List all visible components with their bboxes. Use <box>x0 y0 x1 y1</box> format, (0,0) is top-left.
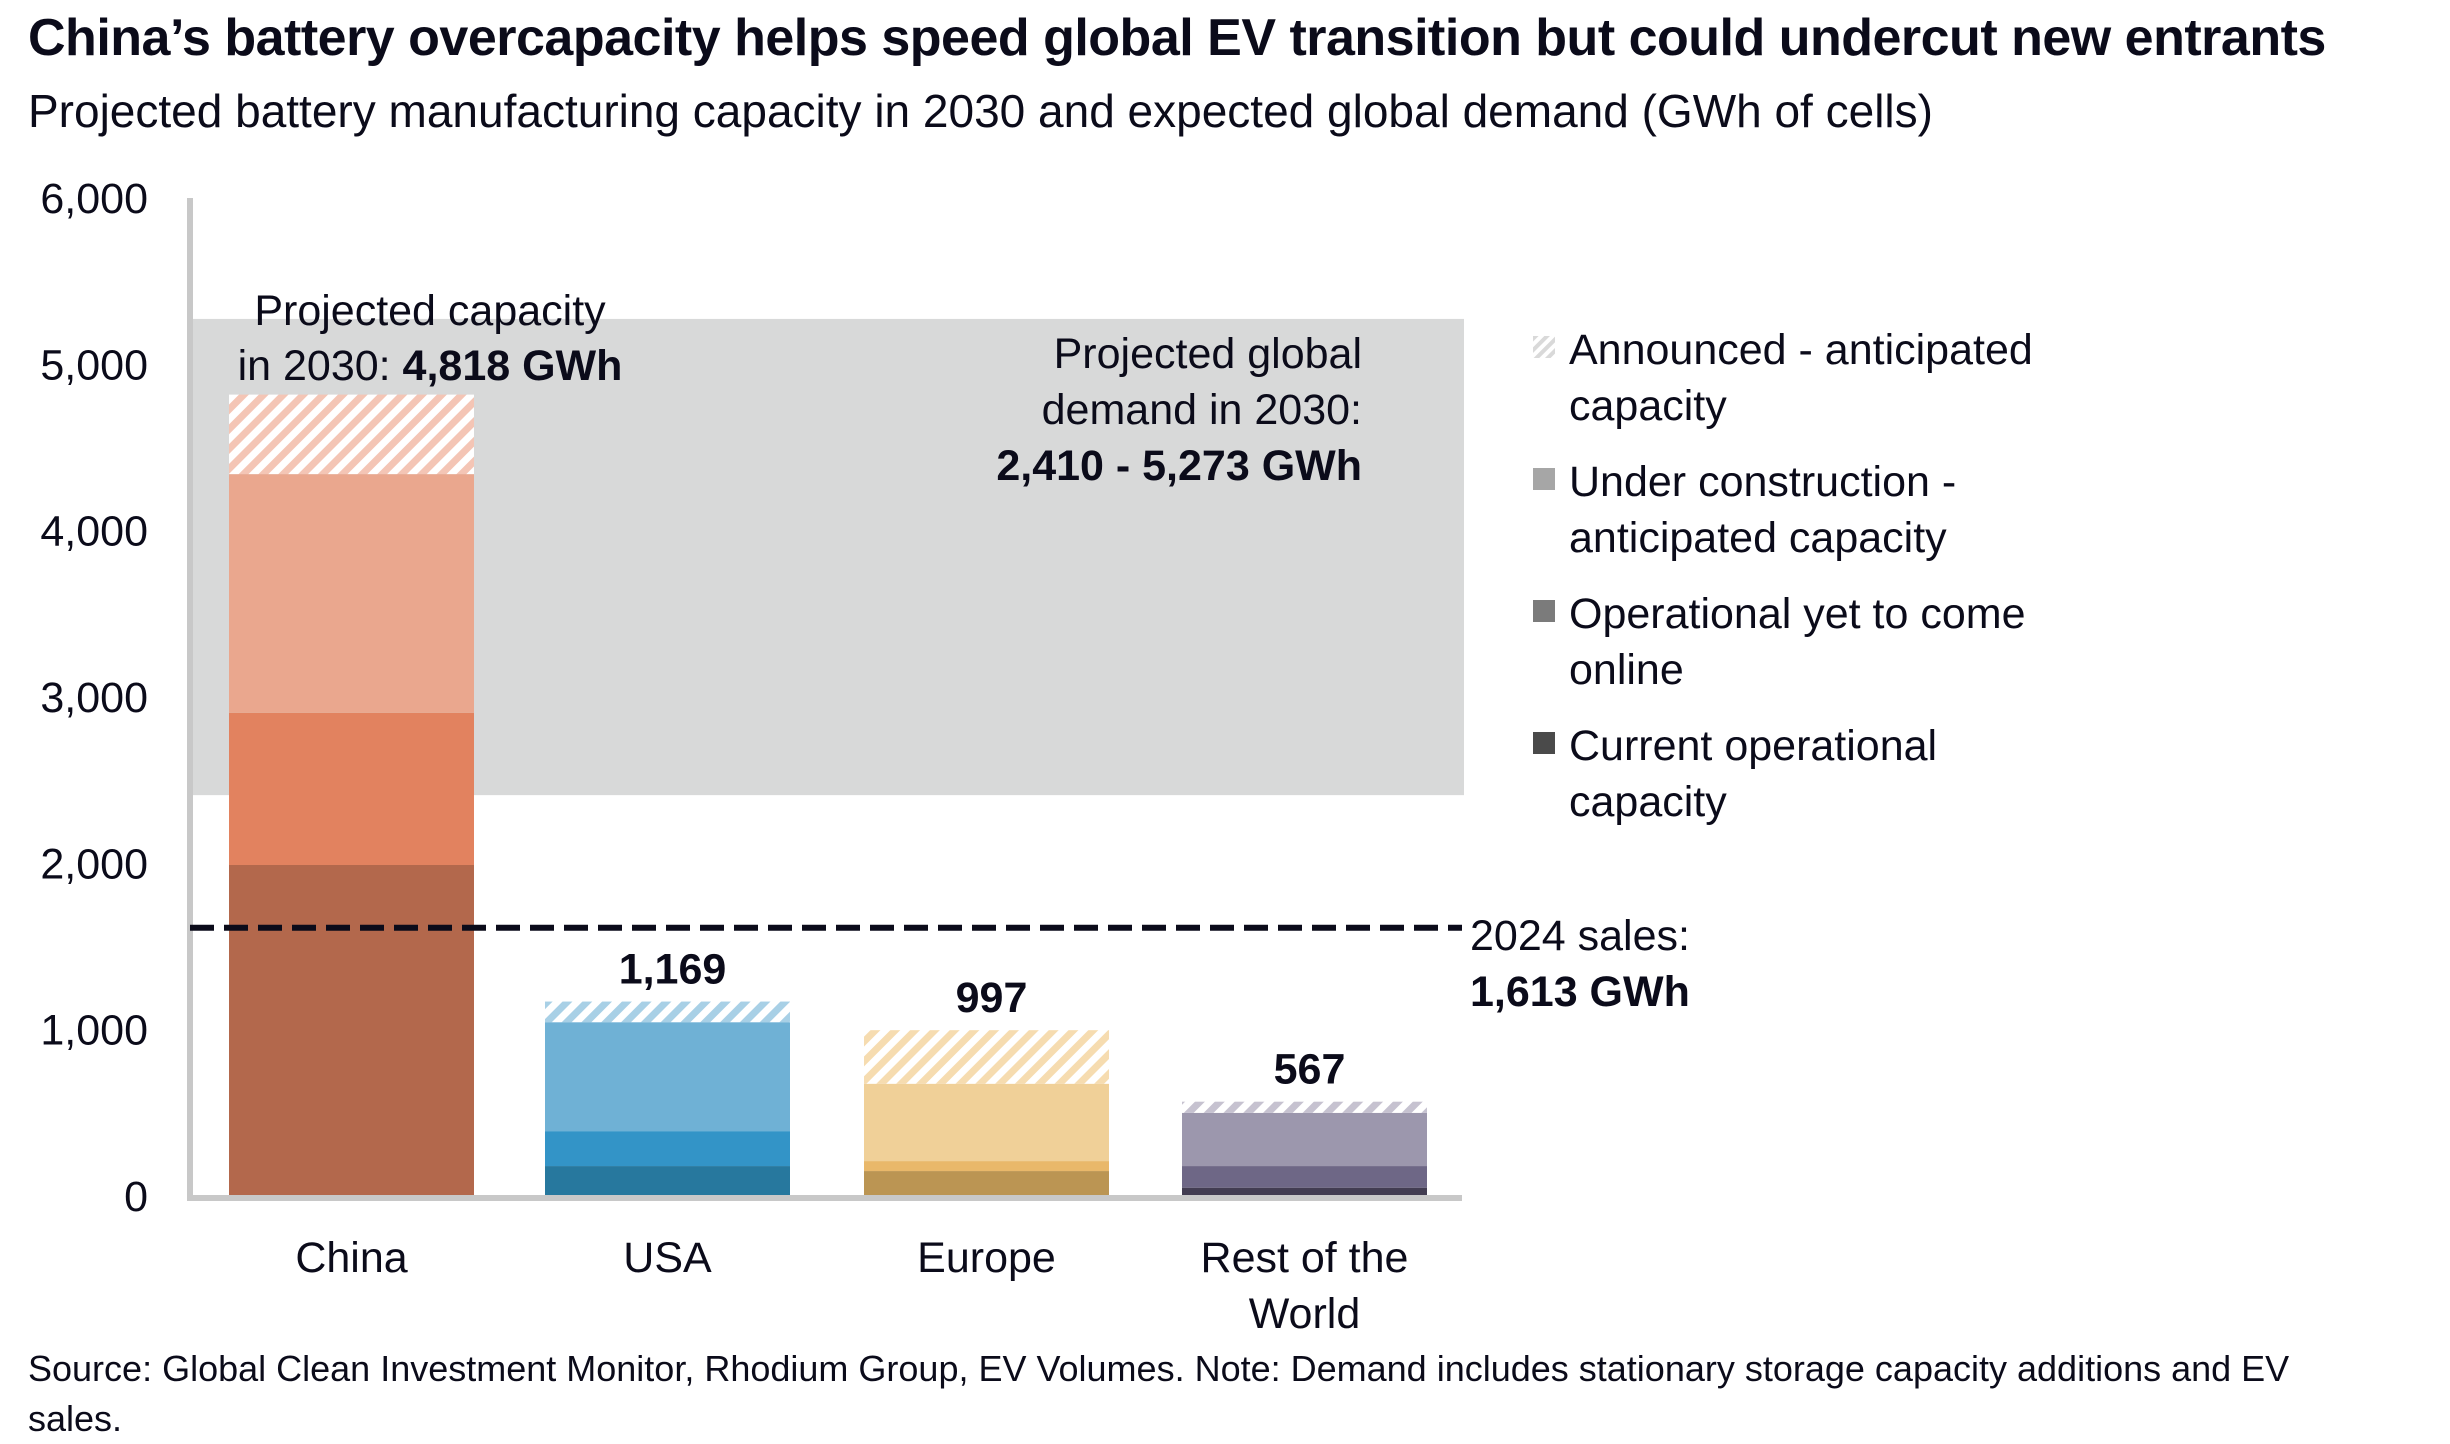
legend-label: Announced - anticipated capacity <box>1569 326 2033 430</box>
x-tick-label: China <box>295 1234 407 1282</box>
chart-title: China’s battery overcapacity helps speed… <box>28 9 2326 67</box>
bar-segment-current-operational <box>1182 1187 1427 1196</box>
square-swatch-icon <box>1533 600 1555 622</box>
x-tick-label: USA <box>623 1234 712 1282</box>
y-tick-label: 1,000 <box>40 1007 148 1055</box>
legend-item-yet-online: Operational yet to come online <box>1533 586 2093 698</box>
bar-segment-yet-to-come-online <box>864 1161 1109 1172</box>
square-swatch-icon <box>1533 468 1555 490</box>
legend-label: Under construction - anticipated capacit… <box>1569 458 1957 562</box>
hatched-swatch-icon <box>1533 336 1555 358</box>
china-capacity-annotation: in 2030: 4,818 GWh <box>238 342 623 390</box>
bar-total-label: 1,169 <box>619 946 727 994</box>
chart-subtitle: Projected battery manufacturing capacity… <box>28 85 1933 137</box>
y-tick-label: 6,000 <box>40 175 148 223</box>
sales-annotation: 2024 sales: <box>1470 912 1690 960</box>
demand-annotation: demand in 2030: <box>1042 386 1362 434</box>
legend: Announced - anticipated capacity Under c… <box>1533 322 2093 850</box>
bar-total-label: 567 <box>1274 1046 1346 1094</box>
demand-annotation: 2,410 - 5,273 GWh <box>996 442 1362 490</box>
sales-annotation: 1,613 GWh <box>1470 968 1690 1016</box>
bar-segment-announced <box>229 394 474 475</box>
y-tick-label: 0 <box>124 1173 148 1221</box>
legend-item-under-construction: Under construction - anticipated capacit… <box>1533 454 2093 566</box>
bar-segment-under-construction <box>864 1083 1109 1162</box>
bar-segment-current-operational <box>229 864 474 1196</box>
source-note: Source: Global Clean Investment Monitor,… <box>28 1348 2290 1439</box>
y-tick-label: 5,000 <box>40 341 148 389</box>
y-tick-label: 2,000 <box>40 840 148 888</box>
bar-segment-announced <box>545 1001 790 1023</box>
bar-segment-current-operational <box>864 1171 1109 1196</box>
legend-label: Current operational capacity <box>1569 722 1938 826</box>
legend-item-current: Current operational capacity <box>1533 718 2093 830</box>
china-capacity-annotation: Projected capacity <box>254 287 606 335</box>
bar-segment-yet-to-come-online <box>545 1131 790 1167</box>
x-tick-label: World <box>1249 1290 1361 1338</box>
bar-segment-current-operational <box>545 1166 790 1196</box>
bar-total-label: 997 <box>956 974 1028 1022</box>
bar-segment-under-construction <box>1182 1112 1427 1167</box>
y-tick-label: 3,000 <box>40 674 148 722</box>
bar-segment-yet-to-come-online <box>229 712 474 865</box>
bar-segment-under-construction <box>229 474 474 713</box>
legend-item-announced: Announced - anticipated capacity <box>1533 322 2093 434</box>
bar-segment-yet-to-come-online <box>1182 1166 1427 1188</box>
x-tick-label: Europe <box>917 1234 1056 1282</box>
square-swatch-icon <box>1533 732 1555 754</box>
legend-label: Operational yet to come online <box>1569 590 2026 694</box>
y-tick-label: 4,000 <box>40 508 148 556</box>
demand-annotation: Projected global <box>1054 330 1362 378</box>
x-tick-label: Rest of the <box>1201 1234 1409 1282</box>
bar-segment-under-construction <box>545 1022 790 1132</box>
bar-segment-announced <box>864 1030 1109 1084</box>
bar-segment-announced <box>1182 1101 1427 1113</box>
